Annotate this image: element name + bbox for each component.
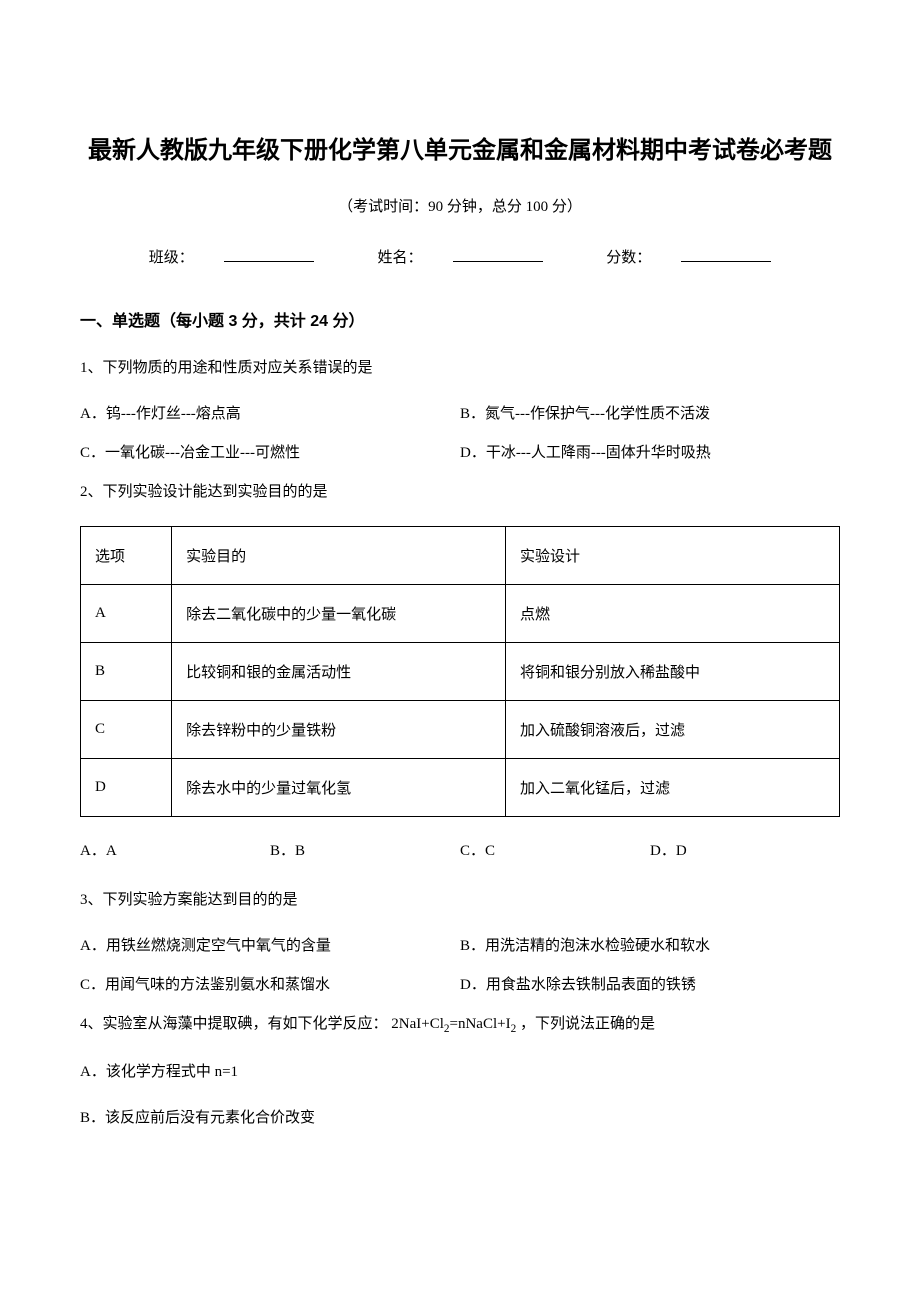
table-header-row: 选项 实验目的 实验设计 <box>81 527 840 585</box>
name-field: 姓名： <box>362 246 557 267</box>
name-blank <box>453 247 543 262</box>
table-cell: 除去锌粉中的少量铁粉 <box>172 701 506 759</box>
score-label: 分数： <box>606 246 651 267</box>
table-cell: D <box>81 759 172 817</box>
q4-suffix: ，下列说法正确的是 <box>520 1016 655 1032</box>
table-cell: 点燃 <box>506 585 840 643</box>
table-header-option: 选项 <box>81 527 172 585</box>
q3-option-a: A．用铁丝燃烧测定空气中氧气的含量 <box>80 934 460 955</box>
section-1-header: 一、单选题（每小题 3 分，共计 24 分） <box>80 307 840 331</box>
question-3-options-row1: A．用铁丝燃烧测定空气中氧气的含量 B．用洗洁精的泡沫水检验硬水和软水 <box>80 934 840 955</box>
q3-option-d: D．用食盐水除去铁制品表面的铁锈 <box>460 973 840 994</box>
class-field: 班级： <box>134 246 329 267</box>
score-field: 分数： <box>591 246 786 267</box>
q3-option-b: B．用洗洁精的泡沫水检验硬水和软水 <box>460 934 840 955</box>
class-label: 班级： <box>149 246 194 267</box>
name-label: 姓名： <box>377 246 422 267</box>
q1-option-b: B．氮气---作保护气---化学性质不活泼 <box>460 402 840 423</box>
table-cell: 除去二氧化碳中的少量一氧化碳 <box>172 585 506 643</box>
student-info-row: 班级： 姓名： 分数： <box>80 246 840 267</box>
class-blank <box>224 247 314 262</box>
q4-formula: 2NaI+Cl2=nNaCl+I2 <box>391 1016 516 1032</box>
table-row: D 除去水中的少量过氧化氢 加入二氧化锰后，过滤 <box>81 759 840 817</box>
q4-option-b: B．该反应前后没有元素化合价改变 <box>80 1106 840 1130</box>
table-cell: 将铜和银分别放入稀盐酸中 <box>506 643 840 701</box>
q1-option-c: C．一氧化碳---冶金工业---可燃性 <box>80 441 460 462</box>
exam-title: 最新人教版九年级下册化学第八单元金属和金属材料期中考试卷必考题 <box>80 130 840 165</box>
q2-option-c: C．C <box>460 839 650 860</box>
question-1-options-row1: A．钨---作灯丝---熔点高 B．氮气---作保护气---化学性质不活泼 <box>80 402 840 423</box>
table-cell: B <box>81 643 172 701</box>
question-3-options-row2: C．用闻气味的方法鉴别氨水和蒸馏水 D．用食盐水除去铁制品表面的铁锈 <box>80 973 840 994</box>
table-header-purpose: 实验目的 <box>172 527 506 585</box>
question-2-answer-options: A．A B．B C．C D．D <box>80 839 840 860</box>
score-blank <box>681 247 771 262</box>
table-cell: C <box>81 701 172 759</box>
table-cell: A <box>81 585 172 643</box>
question-1-text: 1、下列物质的用途和性质对应关系错误的是 <box>80 356 840 380</box>
q4-option-a: A．该化学方程式中 n=1 <box>80 1060 840 1084</box>
question-2-table: 选项 实验目的 实验设计 A 除去二氧化碳中的少量一氧化碳 点燃 B 比较铜和银… <box>80 526 840 817</box>
table-row: B 比较铜和银的金属活动性 将铜和银分别放入稀盐酸中 <box>81 643 840 701</box>
question-2-text: 2、下列实验设计能达到实验目的的是 <box>80 480 840 504</box>
q2-option-d: D．D <box>650 839 840 860</box>
q4-prefix: 4、实验室从海藻中提取碘，有如下化学反应： <box>80 1016 388 1032</box>
table-cell: 除去水中的少量过氧化氢 <box>172 759 506 817</box>
q2-option-b: B．B <box>270 839 460 860</box>
question-3-text: 3、下列实验方案能达到目的的是 <box>80 888 840 912</box>
q2-option-a: A．A <box>80 839 270 860</box>
exam-duration-info: （考试时间：90 分钟，总分 100 分） <box>80 195 840 216</box>
table-row: A 除去二氧化碳中的少量一氧化碳 点燃 <box>81 585 840 643</box>
question-1-options-row2: C．一氧化碳---冶金工业---可燃性 D．干冰---人工降雨---固体升华时吸… <box>80 441 840 462</box>
table-cell: 加入硫酸铜溶液后，过滤 <box>506 701 840 759</box>
table-cell: 加入二氧化锰后，过滤 <box>506 759 840 817</box>
q1-option-d: D．干冰---人工降雨---固体升华时吸热 <box>460 441 840 462</box>
q3-option-c: C．用闻气味的方法鉴别氨水和蒸馏水 <box>80 973 460 994</box>
q1-option-a: A．钨---作灯丝---熔点高 <box>80 402 460 423</box>
table-header-design: 实验设计 <box>506 527 840 585</box>
table-cell: 比较铜和银的金属活动性 <box>172 643 506 701</box>
table-row: C 除去锌粉中的少量铁粉 加入硫酸铜溶液后，过滤 <box>81 701 840 759</box>
question-4-text: 4、实验室从海藻中提取碘，有如下化学反应： 2NaI+Cl2=nNaCl+I2 … <box>80 1012 840 1038</box>
